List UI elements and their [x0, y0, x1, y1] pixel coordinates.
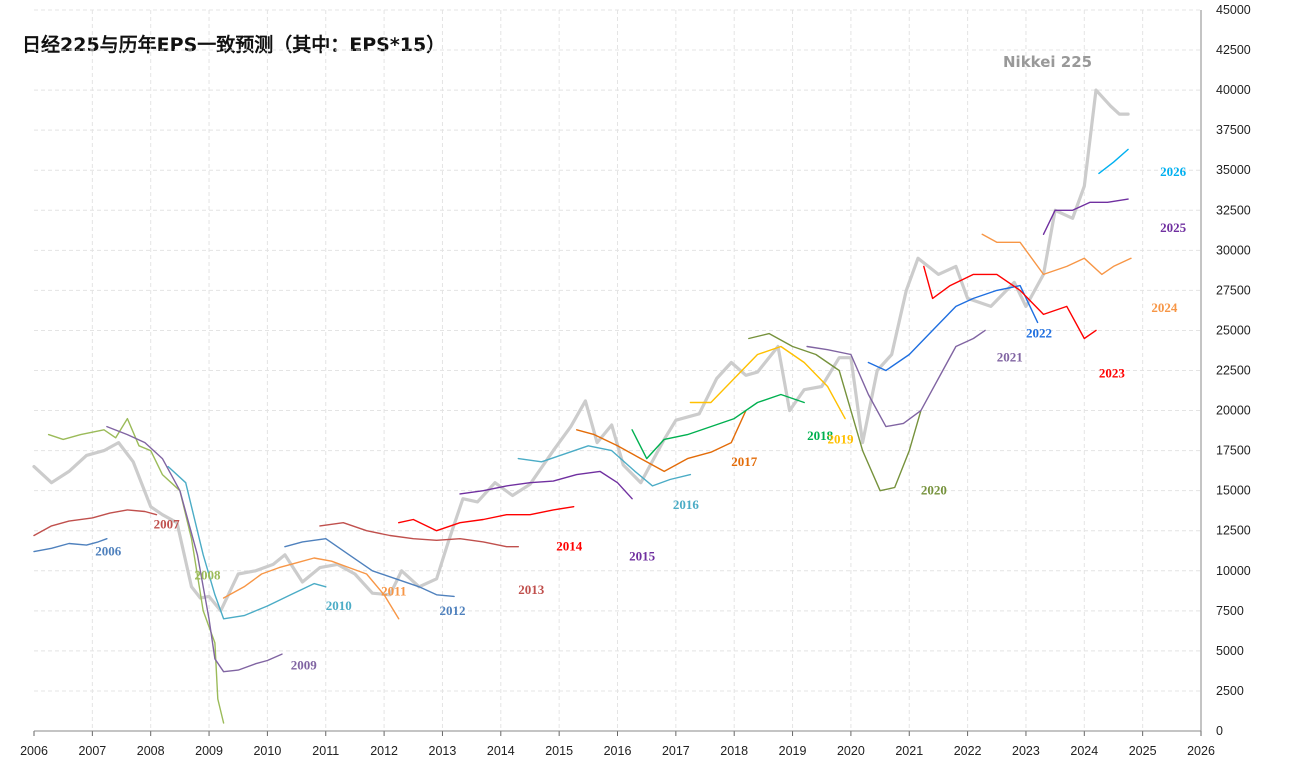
series-label-2021: 2021 [997, 350, 1023, 365]
series-line-2024 [981, 233, 1132, 276]
series-lines [32, 88, 1132, 724]
x-tick-label: 2020 [837, 744, 865, 758]
series-label-2022: 2022 [1026, 326, 1052, 341]
series-label-2017: 2017 [731, 454, 758, 469]
series-line-2015 [459, 470, 633, 500]
x-tick-label: 2016 [604, 744, 632, 758]
y-tick-label: 30000 [1216, 243, 1251, 257]
x-tick-label: 2019 [779, 744, 807, 758]
series-label-nikkei-225: Nikkei 225 [1003, 53, 1092, 71]
series-line-2026 [1098, 148, 1129, 175]
series-line-2013 [319, 522, 519, 548]
y-tick-label: 22500 [1216, 364, 1251, 378]
series-label-2026: 2026 [1160, 164, 1187, 179]
x-tick-label: 2022 [954, 744, 982, 758]
x-tick-label: 2006 [20, 744, 48, 758]
series-line-2022 [867, 284, 1039, 372]
axes: 0 2500 5000 7500 10000 12500 15000 17500 20000 22… [20, 3, 1251, 758]
x-tick-label: 2017 [662, 744, 690, 758]
x-tick-label: 2014 [487, 744, 515, 758]
series-line-2006 [33, 538, 108, 553]
series-line-2021 [806, 329, 986, 428]
series-label-2012: 2012 [440, 603, 466, 618]
series-line-2007 [33, 509, 158, 537]
series-label-2008: 2008 [194, 568, 221, 583]
y-tick-label: 20000 [1216, 404, 1251, 418]
y-tick-label: 27500 [1216, 283, 1251, 297]
y-tick-label: 2500 [1216, 684, 1244, 698]
y-tick-label: 12500 [1216, 524, 1251, 538]
y-tick-label: 37500 [1216, 123, 1251, 137]
x-tick-label: 2007 [78, 744, 106, 758]
series-label-2007: 2007 [154, 516, 181, 531]
series-label-2013: 2013 [518, 582, 545, 597]
series-line-2014 [398, 506, 575, 532]
x-tick-label: 2013 [429, 744, 457, 758]
x-tick-label: 2024 [1070, 744, 1098, 758]
series-line-2020 [748, 332, 922, 492]
y-tick-label: 10000 [1216, 564, 1251, 578]
y-tick-label: 25000 [1216, 323, 1251, 337]
x-tick-label: 2009 [195, 744, 223, 758]
x-tick-label: 2010 [253, 744, 281, 758]
series-labels: Nikkei 225 2006 2007 2008 2009 2010 2011 2012 20… [95, 53, 1186, 672]
series-line-nikkei-225 [32, 88, 1130, 613]
series-line-2025 [1042, 198, 1129, 236]
series-label-2011: 2011 [381, 584, 406, 599]
series-label-2014: 2014 [556, 539, 583, 554]
series-label-2020: 2020 [921, 483, 947, 498]
series-line-2011 [222, 557, 400, 620]
x-tick-label: 2023 [1012, 744, 1040, 758]
series-label-2006: 2006 [95, 544, 122, 559]
y-tick-label: 0 [1216, 724, 1223, 738]
series-label-2024: 2024 [1151, 300, 1178, 315]
x-tick-label: 2008 [137, 744, 165, 758]
y-tick-label: 35000 [1216, 163, 1251, 177]
grid-lines [34, 9, 1202, 731]
series-label-2018: 2018 [807, 428, 834, 443]
y-tick-label: 32500 [1216, 203, 1251, 217]
series-line-2018 [631, 393, 805, 460]
series-line-2009 [106, 425, 283, 673]
y-tick-label: 45000 [1216, 3, 1251, 17]
y-tick-label: 7500 [1216, 604, 1244, 618]
series-line-2010 [167, 465, 327, 620]
series-line-2019 [689, 345, 846, 420]
series-label-2010: 2010 [326, 598, 352, 613]
x-tick-label: 2011 [312, 744, 339, 758]
x-tick-label: 2025 [1129, 744, 1157, 758]
series-label-2023: 2023 [1099, 366, 1126, 381]
series-label-2009: 2009 [291, 657, 318, 672]
series-label-2025: 2025 [1160, 220, 1187, 235]
series-line-2017 [576, 409, 747, 473]
series-line-2012 [284, 538, 455, 598]
x-tick-label: 2015 [545, 744, 573, 758]
series-label-2016: 2016 [673, 497, 700, 512]
y-tick-label: 15000 [1216, 484, 1251, 498]
series-line-2023 [923, 265, 1097, 340]
x-tick-label: 2012 [370, 744, 398, 758]
x-tick-label: 2026 [1187, 744, 1215, 758]
y-tick-label: 40000 [1216, 83, 1251, 97]
x-tick-label: 2021 [895, 744, 923, 758]
series-label-2015: 2015 [629, 548, 656, 563]
series-line-2016 [517, 445, 692, 487]
y-tick-label: 5000 [1216, 644, 1244, 658]
series-label-2019: 2019 [828, 431, 855, 446]
y-tick-label: 42500 [1216, 43, 1251, 57]
x-tick-label: 2018 [720, 744, 748, 758]
y-tick-label: 17500 [1216, 444, 1251, 458]
